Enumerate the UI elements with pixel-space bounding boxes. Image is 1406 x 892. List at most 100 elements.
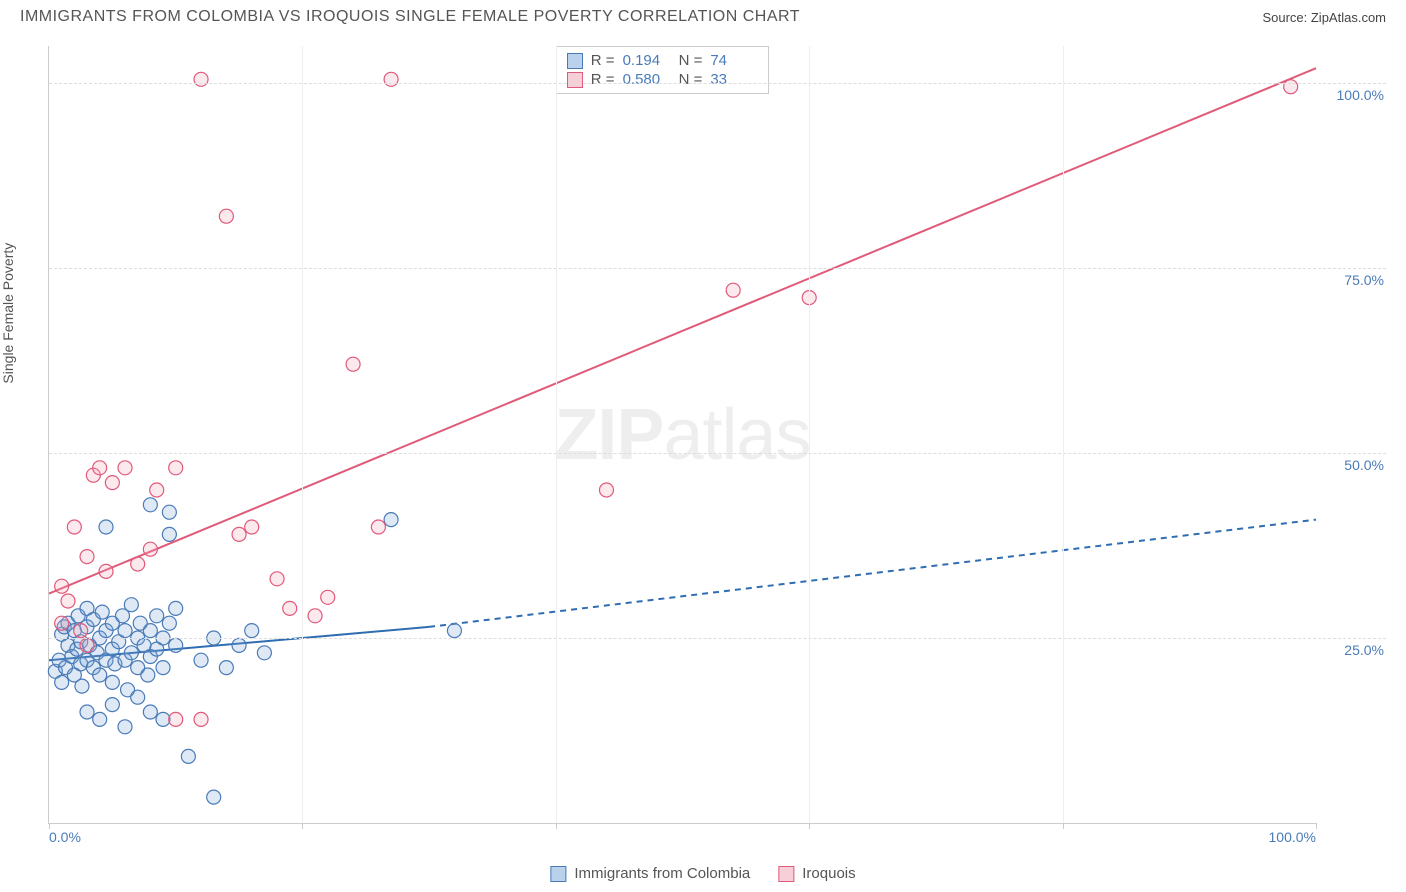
data-point bbox=[93, 461, 107, 475]
legend-swatch bbox=[550, 866, 566, 882]
gridline-h bbox=[49, 638, 1386, 639]
data-point bbox=[169, 638, 183, 652]
data-point bbox=[726, 283, 740, 297]
data-point bbox=[105, 675, 119, 689]
data-point bbox=[55, 675, 69, 689]
data-point bbox=[232, 638, 246, 652]
data-point bbox=[105, 476, 119, 490]
data-point bbox=[74, 624, 88, 638]
stat-r-value: 0.580 bbox=[623, 71, 671, 88]
trend-line bbox=[49, 68, 1316, 593]
y-axis-label: Single Female Poverty bbox=[0, 243, 16, 384]
stats-box: R =0.194N =74R =0.580N =33 bbox=[556, 46, 770, 94]
data-point bbox=[169, 712, 183, 726]
stats-row: R =0.194N =74 bbox=[567, 51, 759, 70]
plot-area: ZIPatlas R =0.194N =74R =0.580N =33 25.0… bbox=[48, 46, 1316, 824]
x-tick bbox=[1316, 823, 1317, 829]
gridline-v bbox=[556, 46, 557, 823]
stat-r-value: 0.194 bbox=[623, 52, 671, 69]
data-point bbox=[194, 72, 208, 86]
data-point bbox=[169, 461, 183, 475]
data-point bbox=[194, 653, 208, 667]
data-point bbox=[55, 616, 69, 630]
data-point bbox=[156, 661, 170, 675]
data-point bbox=[95, 605, 109, 619]
y-tick-label: 100.0% bbox=[1337, 87, 1384, 103]
data-point bbox=[118, 624, 132, 638]
data-point bbox=[169, 601, 183, 615]
y-tick-label: 75.0% bbox=[1344, 272, 1384, 288]
data-point bbox=[93, 668, 107, 682]
gridline-v bbox=[302, 46, 303, 823]
data-point bbox=[162, 505, 176, 519]
data-point bbox=[257, 646, 271, 660]
data-point bbox=[156, 712, 170, 726]
data-point bbox=[270, 572, 284, 586]
data-point bbox=[61, 594, 75, 608]
gridline-v bbox=[809, 46, 810, 823]
data-point bbox=[308, 609, 322, 623]
series-swatch bbox=[567, 53, 583, 69]
data-point bbox=[447, 624, 461, 638]
legend-swatch bbox=[778, 866, 794, 882]
data-point bbox=[143, 498, 157, 512]
series-swatch bbox=[567, 72, 583, 88]
trend-line-ext bbox=[429, 520, 1316, 627]
stat-r-label: R = bbox=[591, 71, 615, 88]
data-point bbox=[118, 461, 132, 475]
gridline-v bbox=[1063, 46, 1064, 823]
x-tick bbox=[1063, 823, 1064, 829]
data-point bbox=[219, 661, 233, 675]
legend-label: Immigrants from Colombia bbox=[574, 865, 750, 882]
data-point bbox=[105, 698, 119, 712]
data-point bbox=[245, 520, 259, 534]
stat-n-label: N = bbox=[679, 52, 703, 69]
data-point bbox=[150, 609, 164, 623]
data-point bbox=[207, 790, 221, 804]
data-point bbox=[321, 590, 335, 604]
data-point bbox=[124, 598, 138, 612]
data-point bbox=[346, 357, 360, 371]
x-tick-label: 100.0% bbox=[1269, 829, 1316, 845]
data-point bbox=[384, 72, 398, 86]
stat-n-value: 33 bbox=[710, 71, 758, 88]
data-point bbox=[124, 646, 138, 660]
data-point bbox=[141, 668, 155, 682]
legend: Immigrants from Colombia Iroquois bbox=[550, 865, 855, 882]
data-point bbox=[80, 638, 94, 652]
data-point bbox=[80, 705, 94, 719]
y-tick-label: 25.0% bbox=[1344, 642, 1384, 658]
data-point bbox=[283, 601, 297, 615]
stat-r-label: R = bbox=[591, 52, 615, 69]
data-point bbox=[131, 690, 145, 704]
data-point bbox=[131, 557, 145, 571]
gridline-h bbox=[49, 83, 1386, 84]
data-point bbox=[118, 720, 132, 734]
chart-source: Source: ZipAtlas.com bbox=[1262, 10, 1386, 25]
x-tick bbox=[556, 823, 557, 829]
scatter-plot bbox=[49, 46, 1316, 823]
chart-title: IMMIGRANTS FROM COLOMBIA VS IROQUOIS SIN… bbox=[20, 8, 800, 26]
data-point bbox=[232, 527, 246, 541]
x-tick-label: 0.0% bbox=[49, 829, 81, 845]
data-point bbox=[219, 209, 233, 223]
data-point bbox=[1284, 80, 1298, 94]
stat-n-label: N = bbox=[679, 71, 703, 88]
data-point bbox=[75, 679, 89, 693]
data-point bbox=[80, 550, 94, 564]
data-point bbox=[55, 579, 69, 593]
data-point bbox=[99, 520, 113, 534]
x-tick bbox=[302, 823, 303, 829]
data-point bbox=[384, 513, 398, 527]
data-point bbox=[162, 527, 176, 541]
data-point bbox=[143, 542, 157, 556]
y-tick-label: 50.0% bbox=[1344, 457, 1384, 473]
legend-item: Immigrants from Colombia bbox=[550, 865, 750, 882]
x-tick bbox=[809, 823, 810, 829]
data-point bbox=[162, 616, 176, 630]
data-point bbox=[150, 483, 164, 497]
gridline-h bbox=[49, 453, 1386, 454]
data-point bbox=[245, 624, 259, 638]
legend-label: Iroquois bbox=[802, 865, 855, 882]
data-point bbox=[99, 564, 113, 578]
